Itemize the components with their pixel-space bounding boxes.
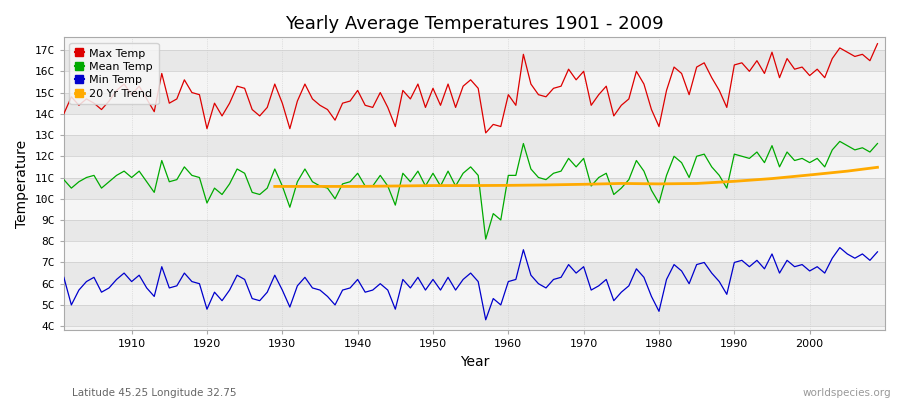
Text: worldspecies.org: worldspecies.org <box>803 388 891 398</box>
Bar <box>64 50 885 71</box>
Bar <box>64 71 885 92</box>
Text: Latitude 45.25 Longitude 32.75: Latitude 45.25 Longitude 32.75 <box>72 388 237 398</box>
Legend: Max Temp, Mean Temp, Min Temp, 20 Yr Trend: Max Temp, Mean Temp, Min Temp, 20 Yr Tre… <box>69 43 158 104</box>
X-axis label: Year: Year <box>460 355 489 369</box>
Bar <box>64 305 885 326</box>
Bar <box>64 241 885 262</box>
Bar <box>64 92 885 114</box>
Y-axis label: Temperature: Temperature <box>15 140 29 228</box>
Bar <box>64 135 885 156</box>
Title: Yearly Average Temperatures 1901 - 2009: Yearly Average Temperatures 1901 - 2009 <box>285 15 663 33</box>
Bar <box>64 156 885 178</box>
Bar <box>64 262 885 284</box>
Bar <box>64 199 885 220</box>
Bar <box>64 220 885 241</box>
Bar <box>64 284 885 305</box>
Bar <box>64 114 885 135</box>
Bar <box>64 178 885 199</box>
